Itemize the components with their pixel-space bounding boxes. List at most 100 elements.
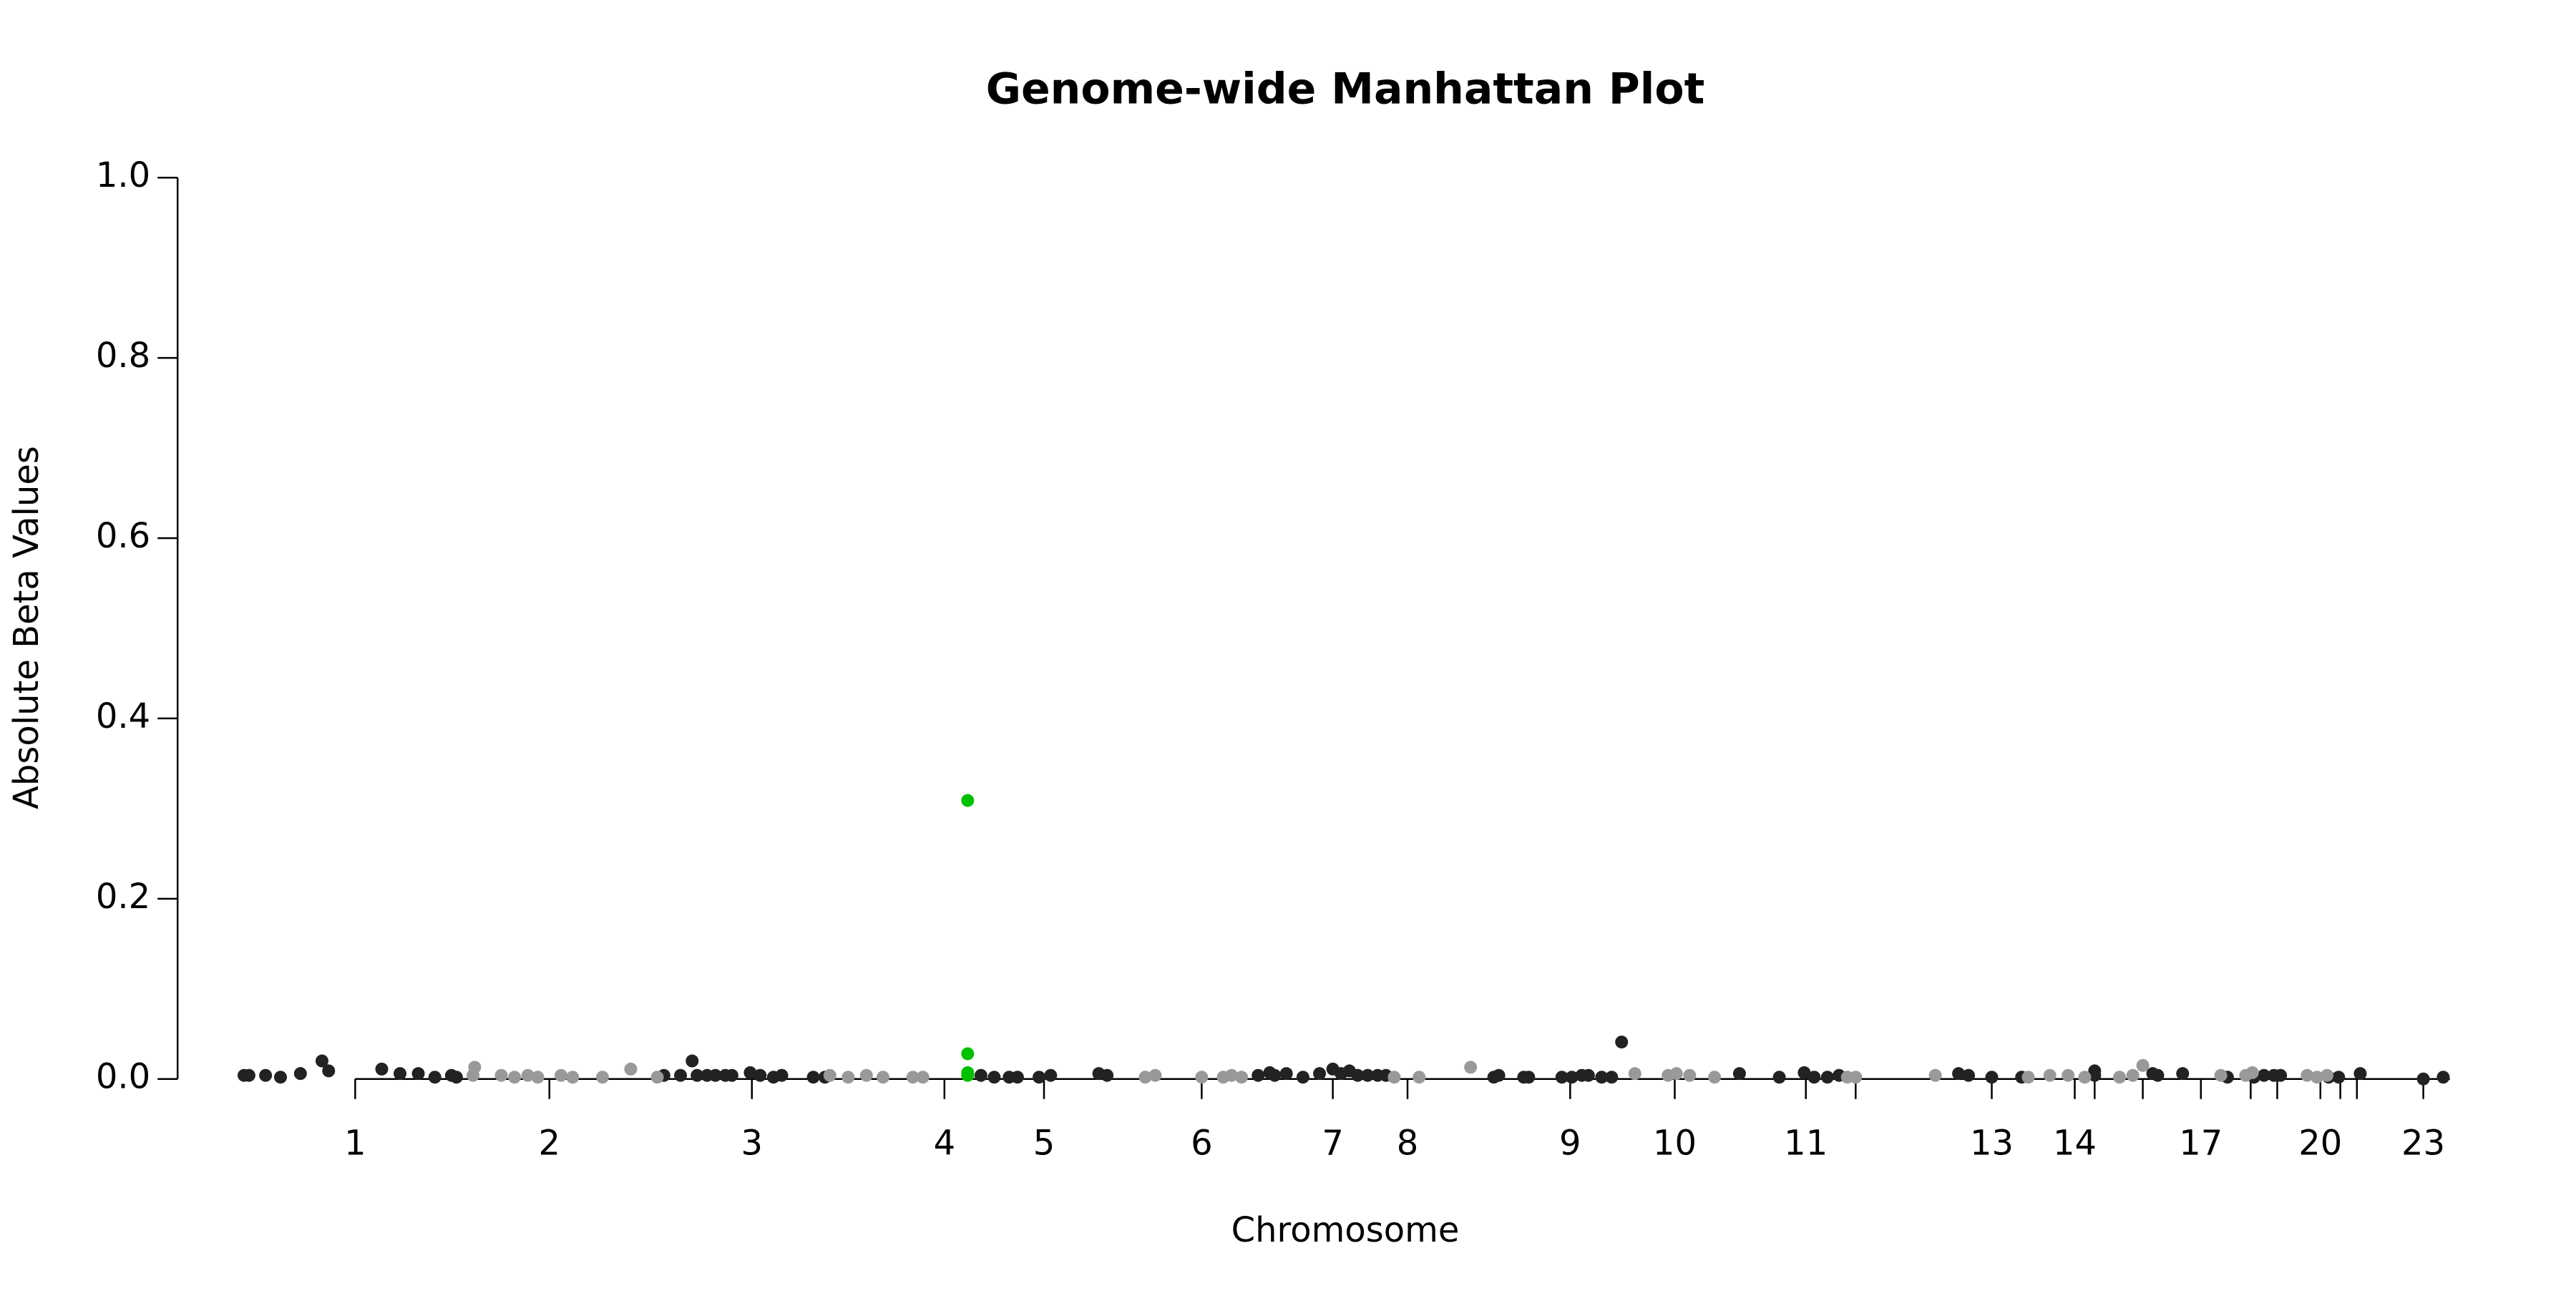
point: [1361, 1068, 1375, 1082]
point: [1413, 1071, 1426, 1084]
point: [2021, 1071, 2035, 1084]
point: [1807, 1071, 1821, 1084]
x-tick-label: 10: [1653, 1124, 1697, 1164]
point: [1555, 1071, 1568, 1084]
x-tick-label: 8: [1397, 1124, 1419, 1164]
point: [2274, 1068, 2288, 1082]
point: [1492, 1068, 1506, 1082]
point: [449, 1071, 463, 1084]
point: [2078, 1071, 2092, 1084]
point: [1268, 1068, 1282, 1082]
point: [1708, 1071, 1722, 1084]
point: [1010, 1071, 1024, 1084]
point: [916, 1071, 930, 1084]
x-tick-label: 9: [1559, 1124, 1581, 1164]
x-tick-label: 6: [1191, 1124, 1213, 1164]
point: [1683, 1068, 1697, 1082]
point: [2321, 1068, 2334, 1082]
point: [806, 1071, 820, 1084]
point: [974, 1068, 987, 1082]
point: [1772, 1071, 1786, 1084]
point: [566, 1071, 580, 1084]
point: [1044, 1068, 1058, 1082]
point: [494, 1068, 508, 1082]
point: [1101, 1068, 1114, 1082]
point: [394, 1067, 407, 1081]
y-tick-label: 0.2: [96, 877, 150, 917]
point: [1279, 1067, 1293, 1081]
point: [624, 1062, 638, 1076]
point: [521, 1068, 535, 1082]
point: [906, 1071, 919, 1084]
chart-title: Genome-wide Manhattan Plot: [986, 64, 1705, 115]
point: [1985, 1071, 1999, 1084]
point: [293, 1067, 307, 1081]
point: [1296, 1071, 1309, 1084]
point: [2311, 1071, 2324, 1084]
point: [961, 1047, 975, 1061]
x-tick-label: 2: [539, 1124, 561, 1164]
point: [2301, 1068, 2314, 1082]
point: [1033, 1071, 1046, 1084]
point: [823, 1068, 836, 1082]
x-tick-label: 23: [2401, 1124, 2445, 1164]
x-tick-label: 1: [344, 1124, 366, 1164]
point: [2088, 1068, 2102, 1082]
point: [961, 794, 975, 807]
point: [686, 1054, 699, 1068]
x-tick-label: 20: [2298, 1124, 2342, 1164]
point: [674, 1068, 688, 1082]
y-axis-label: Absolute Beta Values: [6, 446, 47, 809]
y-tick-label: 0.4: [96, 696, 150, 736]
point: [1928, 1068, 1942, 1082]
point: [2043, 1068, 2057, 1082]
point: [1464, 1061, 1478, 1074]
x-tick-label: 7: [1322, 1124, 1344, 1164]
point: [2245, 1066, 2259, 1079]
point: [1962, 1068, 1976, 1082]
point: [2136, 1058, 2150, 1072]
point: [1351, 1068, 1365, 1082]
point: [1138, 1071, 1152, 1084]
point: [1595, 1071, 1609, 1084]
point: [1605, 1071, 1619, 1084]
point: [2332, 1071, 2346, 1084]
point: [725, 1068, 738, 1082]
point: [961, 1068, 975, 1082]
point: [691, 1068, 704, 1082]
point: [987, 1071, 1001, 1084]
y-tick-label: 1.0: [96, 155, 150, 195]
y-tick-label: 0.8: [96, 336, 150, 376]
point: [1820, 1071, 1834, 1084]
point: [1581, 1068, 1595, 1082]
x-axis-label: Chromosome: [1231, 1210, 1460, 1250]
point: [428, 1071, 441, 1084]
point: [2113, 1071, 2127, 1084]
point: [531, 1071, 545, 1084]
x-tick-label: 13: [1970, 1124, 2014, 1164]
point: [859, 1068, 873, 1082]
point: [508, 1071, 522, 1084]
point: [555, 1068, 568, 1082]
point: [1732, 1067, 1746, 1081]
point: [2353, 1067, 2367, 1081]
point: [2214, 1068, 2228, 1082]
point: [1235, 1071, 1249, 1084]
point: [841, 1071, 855, 1084]
x-tick-label: 4: [934, 1124, 956, 1164]
y-tick-label: 0.6: [96, 516, 150, 556]
point: [2436, 1071, 2450, 1084]
point: [411, 1067, 425, 1081]
point: [1849, 1071, 1863, 1084]
point: [2062, 1068, 2075, 1082]
point: [2257, 1068, 2270, 1082]
point: [743, 1066, 757, 1079]
point: [753, 1068, 767, 1082]
point: [1225, 1068, 1239, 1082]
point: [259, 1068, 273, 1082]
point: [1148, 1068, 1162, 1082]
point: [1952, 1067, 1966, 1081]
point: [316, 1054, 328, 1068]
